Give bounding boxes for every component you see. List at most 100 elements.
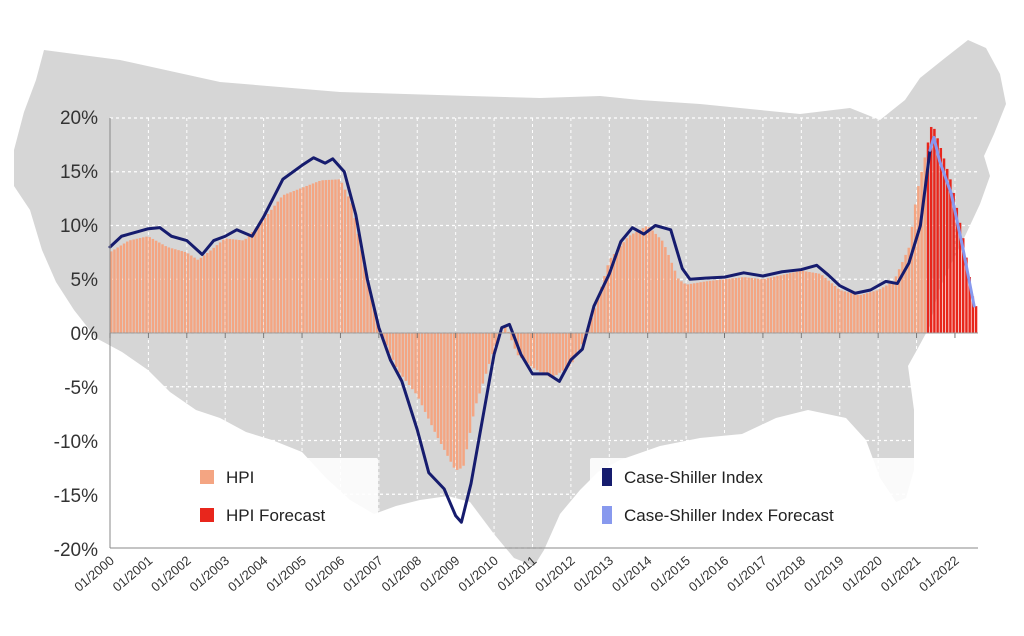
hpi-bar (385, 333, 388, 346)
y-tick-label: 5% (71, 270, 99, 291)
x-tick-label: 01/2006 (302, 553, 348, 595)
hpi-bar (209, 250, 212, 333)
hpi-bar (411, 333, 414, 390)
hpi-bar (657, 237, 661, 333)
hpi-bar (798, 271, 802, 333)
hpi-bar (907, 247, 911, 333)
hpi-bar (638, 229, 641, 333)
hpi-bar (872, 291, 875, 333)
hpi-bar (558, 333, 561, 373)
hpi-bar (724, 279, 728, 333)
y-tick-label: -20% (54, 540, 98, 561)
hpi-bar (779, 275, 782, 333)
y-tick-label: -15% (54, 486, 98, 507)
hpi-bar (356, 233, 360, 333)
hpi-bar (760, 279, 763, 333)
hpi-bar (484, 333, 488, 374)
hpi-forecast-bar (942, 158, 946, 333)
legend-swatch-hpi (200, 470, 214, 484)
hpi-bar (135, 238, 139, 333)
hpi-bar (683, 283, 686, 333)
hpi-bar (885, 285, 888, 333)
hpi-bar (459, 333, 462, 469)
hpi-bar (142, 237, 145, 333)
hpi-bar (298, 188, 302, 333)
hpi-bar (212, 247, 215, 333)
hpi-bar (920, 171, 923, 333)
hpi-bar (122, 243, 126, 333)
hpi-bar (830, 283, 834, 333)
hpi-bar (699, 282, 702, 333)
hpi-bar (843, 291, 846, 333)
hpi-bar (417, 333, 420, 399)
hpi-bar (273, 205, 276, 333)
hpi-bar (318, 180, 321, 333)
hpi-bar (401, 333, 404, 377)
hpi-bar (577, 333, 581, 351)
hpi-bar (555, 333, 558, 375)
hpi-bar (904, 254, 907, 333)
y-tick-label: 20% (60, 108, 98, 129)
hpi-bar (331, 179, 334, 333)
hpi-bar (295, 189, 299, 333)
hpi-bar (266, 213, 270, 333)
hpi-bar (878, 289, 882, 333)
hpi-bar (314, 182, 318, 333)
hpi-bar (439, 333, 443, 444)
x-tick-label: 01/2001 (110, 553, 156, 595)
hpi-bar (667, 254, 670, 333)
hpi-bar (632, 233, 635, 333)
hpi-bar (718, 279, 722, 333)
hpi-bar (475, 333, 478, 404)
hpi-bar (731, 278, 734, 333)
hpi-bar (148, 237, 151, 333)
hpi-bar (455, 333, 459, 470)
legend-box-hpi: HPI HPI Forecast (186, 458, 378, 534)
hpi-bar (433, 333, 436, 432)
hpi-bar (827, 280, 830, 333)
hpi-bar (372, 307, 376, 333)
hpi-bar (129, 240, 132, 333)
hpi-bar (901, 262, 904, 333)
hpi-bar (881, 287, 885, 333)
x-tick-label: 01/2010 (455, 553, 501, 595)
case-shiller-line-group (108, 135, 976, 524)
hpi-bar (913, 204, 917, 333)
hpi-bar (462, 333, 465, 466)
hpi-bar (635, 231, 638, 333)
x-tick-label: 01/2005 (263, 553, 309, 595)
hpi-bar (154, 240, 158, 333)
hpi-bar (449, 333, 453, 462)
hpi-bar (824, 277, 827, 333)
hpi-bar (254, 228, 257, 333)
hpi-bar (126, 241, 129, 333)
hpi-bar (664, 247, 667, 333)
y-tick-label: 15% (60, 162, 98, 183)
hpi-bar (676, 278, 680, 333)
axes (109, 118, 978, 549)
hpi-bar (503, 325, 507, 333)
y-tick-label: -5% (64, 378, 98, 399)
hpi-bar (564, 333, 568, 369)
hpi-bar (388, 333, 392, 353)
hpi-bar (321, 180, 324, 333)
hpi-bar (580, 333, 584, 345)
hpi-bar (427, 333, 430, 419)
hpi-bar (375, 320, 379, 333)
hpi-bar (311, 183, 315, 333)
hpi-forecast-bar (949, 179, 952, 333)
hpi-bar (177, 250, 180, 333)
hpi-bar (789, 273, 792, 333)
hpi-bar (250, 232, 254, 333)
hpi-bar (917, 186, 920, 333)
hpi-bar (161, 244, 164, 333)
hpi-forecast-bar (936, 138, 939, 333)
hpi-bar (202, 255, 206, 333)
hpi-bar (846, 292, 850, 333)
hpi-bar (215, 245, 219, 333)
hpi-forecast-bar (926, 142, 930, 333)
hpi-bar (519, 333, 523, 358)
hpi-bar (327, 179, 331, 333)
hpi-bar (651, 230, 654, 333)
